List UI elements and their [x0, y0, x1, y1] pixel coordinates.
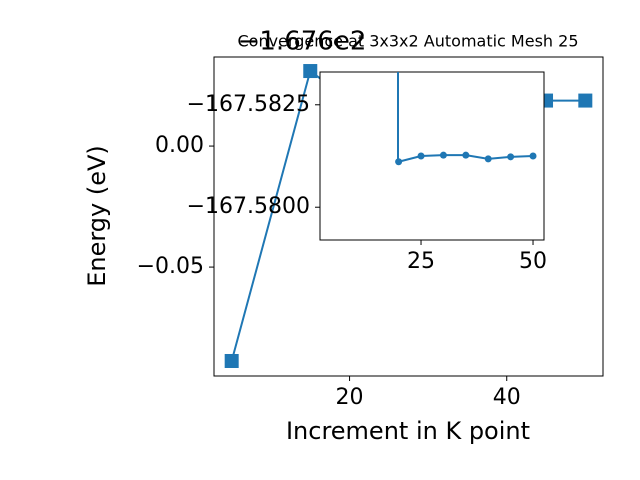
marker: [303, 64, 318, 79]
marker: [484, 155, 492, 163]
x-tick-label: 20: [336, 385, 364, 410]
marker: [439, 151, 447, 159]
y-tick-label: −0.05: [137, 254, 204, 279]
main-frame: [213, 56, 604, 377]
y-tick-label: −167.5800: [187, 194, 310, 219]
marker: [224, 353, 239, 368]
marker: [417, 152, 425, 160]
chart-title: Convergence at 3x3x2 Automatic Mesh 25: [237, 32, 578, 51]
y-tick-label: −167.5825: [187, 92, 310, 117]
y-tick-label: 0.00: [155, 133, 204, 158]
marker: [578, 93, 593, 108]
marker: [507, 153, 515, 161]
x-tick-label: 50: [519, 249, 547, 274]
x-tick-label: 40: [493, 385, 521, 410]
marker: [529, 152, 537, 160]
marker: [462, 151, 470, 159]
offset-label: −1.676e2: [238, 27, 367, 57]
x-axis-label: Increment in K point: [286, 417, 530, 445]
marker: [395, 158, 403, 166]
y-axis-label: Energy (eV): [83, 145, 111, 287]
x-tick-label: 25: [407, 249, 435, 274]
inset-plot: 25 50 −167.5800 −167.5825: [187, 92, 547, 274]
